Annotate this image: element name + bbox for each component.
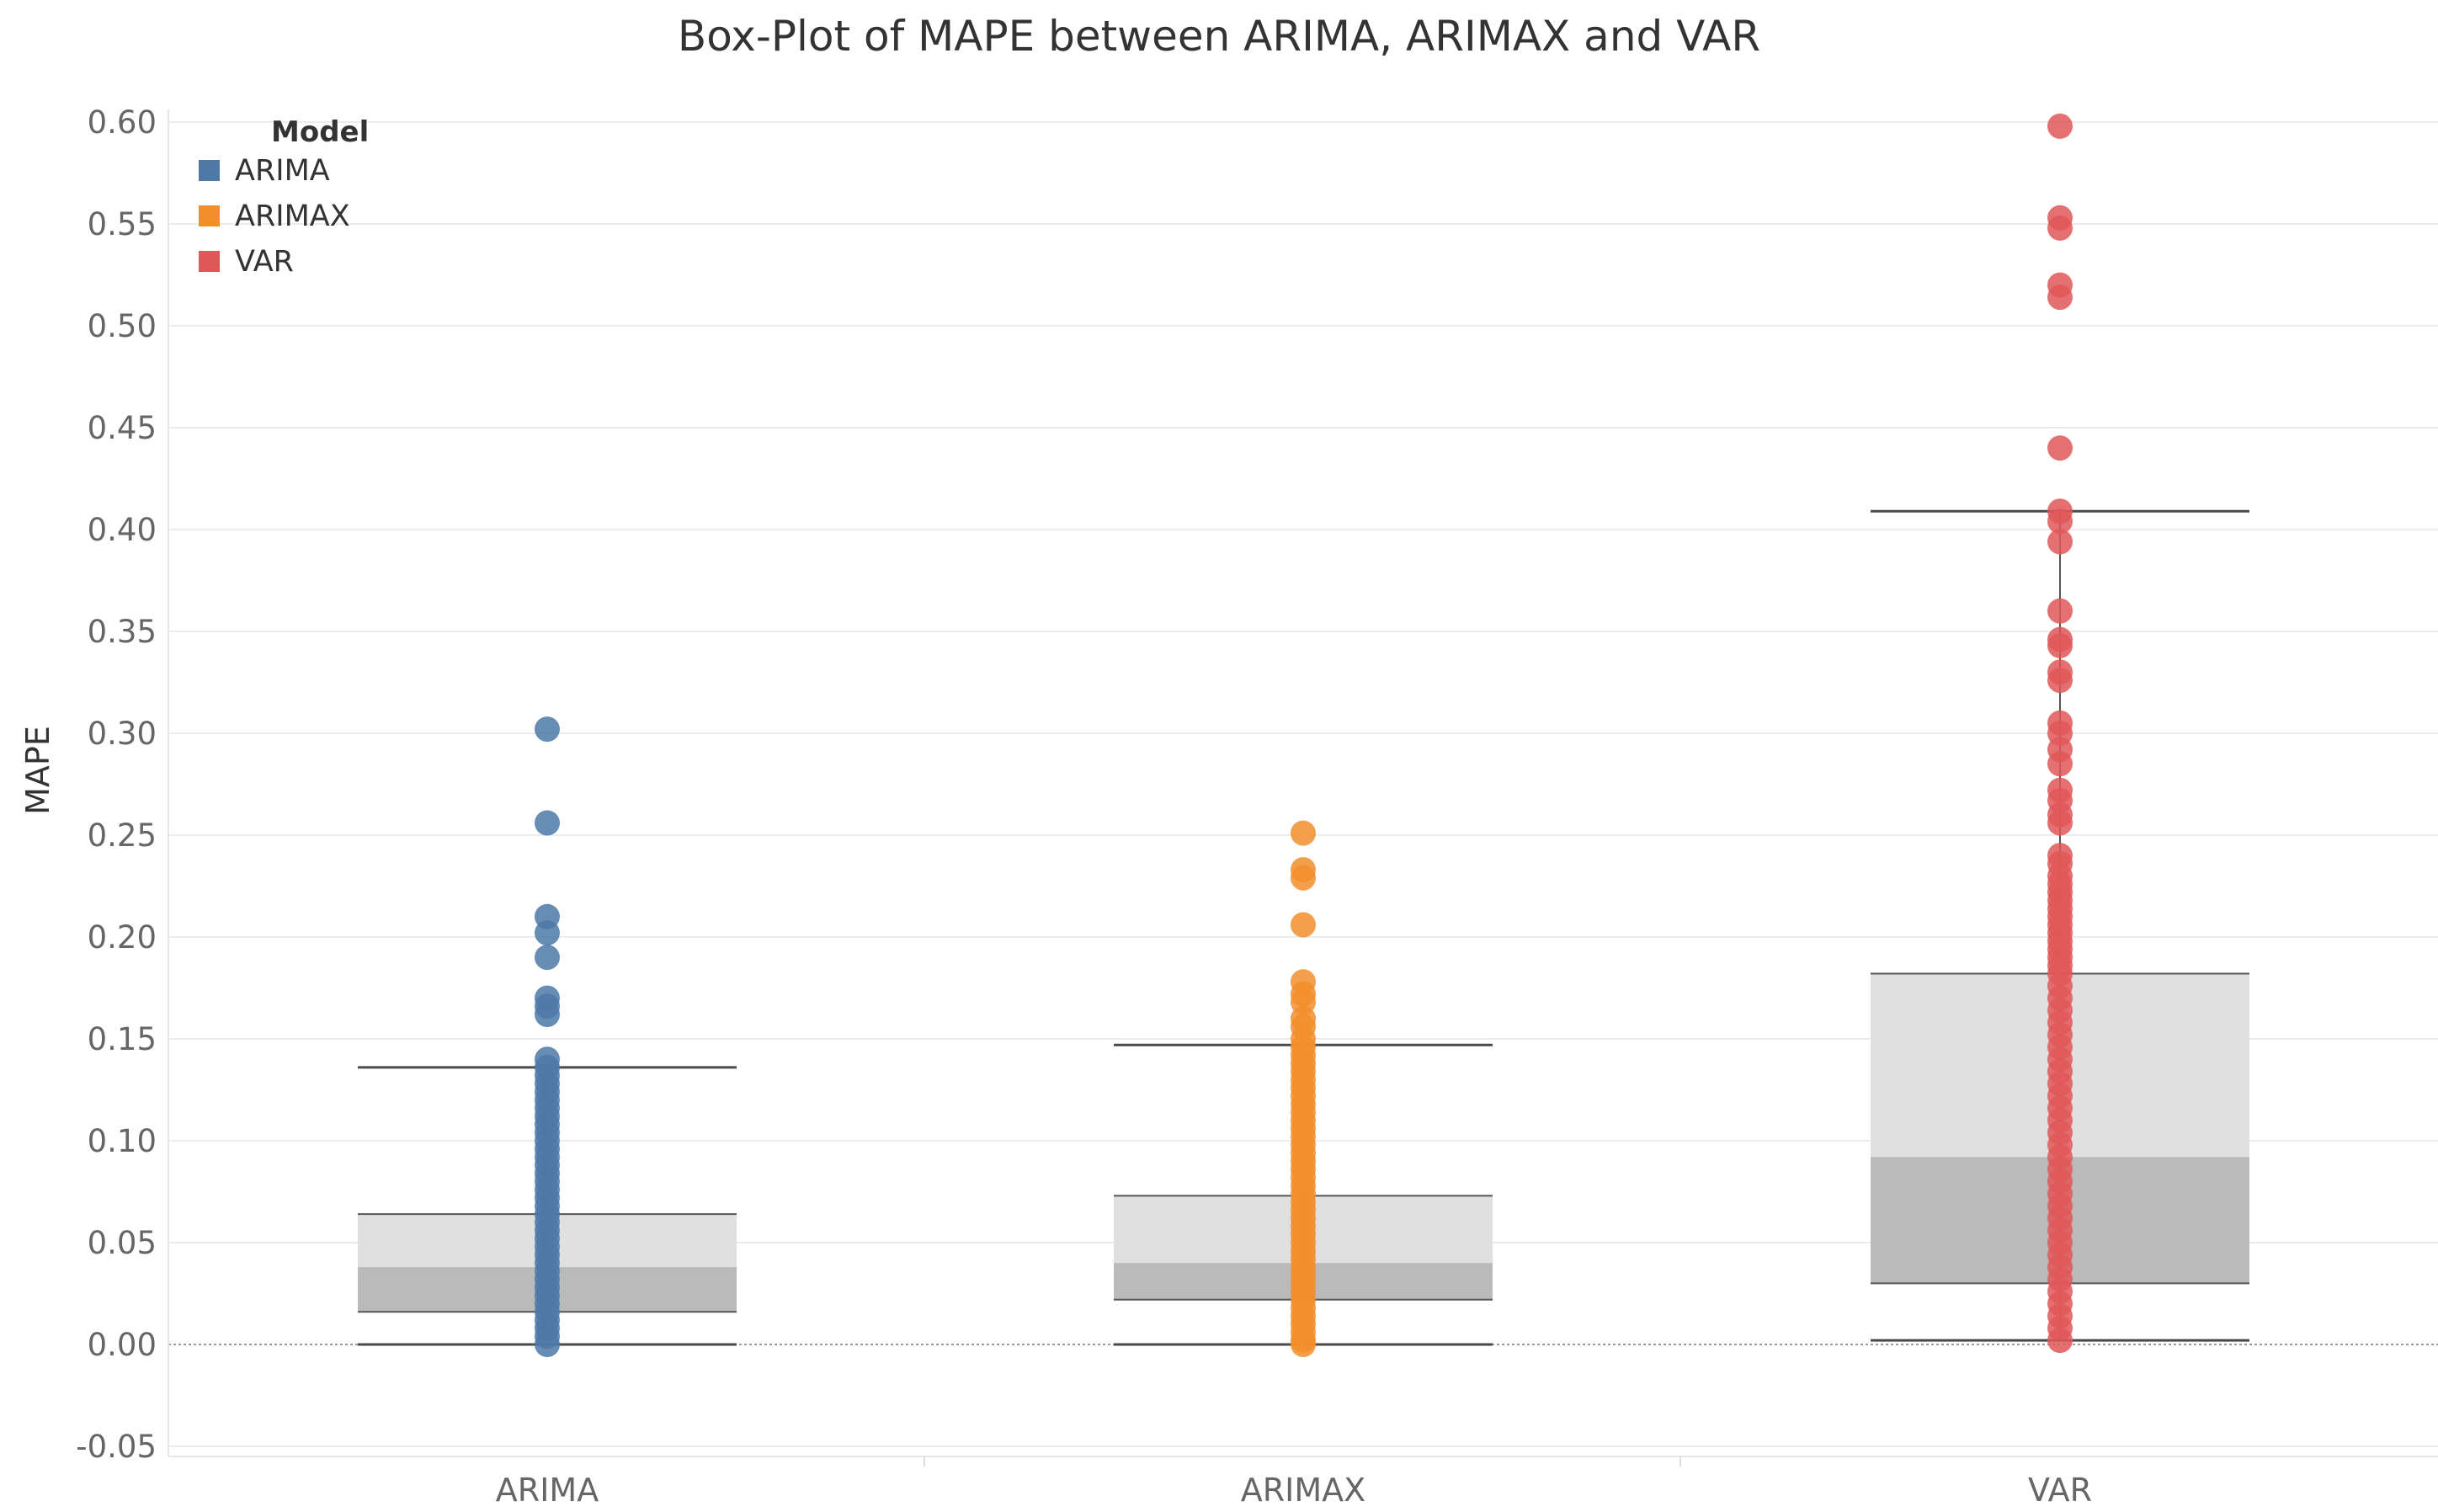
data-point	[535, 810, 560, 836]
legend-label: VAR	[235, 245, 294, 279]
y-tick-label: 0.60	[88, 104, 157, 141]
x-axis: ARIMA ARIMAX VAR	[496, 1472, 2092, 1509]
data-point	[535, 920, 560, 946]
x-category-label: ARIMAX	[1241, 1472, 1365, 1509]
y-tick-label: 0.30	[88, 716, 157, 752]
points-var	[2047, 113, 2073, 1354]
y-axis-title: MAPE	[19, 726, 56, 815]
data-point	[2047, 113, 2073, 139]
data-point	[2047, 435, 2073, 461]
y-tick-label: 0.20	[88, 919, 157, 956]
data-point	[535, 945, 560, 971]
y-tick-label: 0.35	[88, 614, 157, 650]
y-tick-label: 0.40	[88, 512, 157, 548]
legend-label: ARIMA	[235, 154, 330, 188]
y-tick-label: 0.50	[88, 308, 157, 344]
data-point	[2047, 529, 2073, 555]
y-tick-label: 0.00	[88, 1327, 157, 1363]
legend: Model ARIMA ARIMAX VAR	[199, 115, 369, 279]
legend-label: ARIMAX	[235, 200, 350, 233]
y-tick-label: 0.10	[88, 1123, 157, 1159]
y-tick-label: -0.05	[76, 1429, 157, 1465]
x-category-label: VAR	[2028, 1472, 2092, 1509]
legend-swatch	[199, 251, 220, 272]
data-point	[535, 1332, 560, 1357]
data-point	[2047, 668, 2073, 694]
y-tick-label: 0.15	[88, 1021, 157, 1057]
points-arimax	[1291, 820, 1316, 1357]
y-tick-label: 0.45	[88, 410, 157, 446]
y-tick-label: 0.25	[88, 817, 157, 854]
data-point	[1291, 1332, 1316, 1357]
y-axis: 0.60 0.55 0.50 0.45 0.40 0.35 0.30 0.25 0.20 0.15…	[76, 104, 2438, 1467]
data-point	[2047, 598, 2073, 624]
data-point	[535, 716, 560, 743]
chart-title: Box-Plot of MAPE between ARIMA, ARIMAX a…	[677, 12, 1761, 61]
data-point	[2047, 1328, 2073, 1354]
y-tick-label: 0.55	[88, 206, 157, 242]
data-point	[2047, 632, 2073, 658]
y-tick-label: 0.05	[88, 1225, 157, 1261]
data-point	[535, 1001, 560, 1027]
data-point	[1291, 820, 1316, 846]
data-point	[2047, 215, 2073, 241]
legend-swatch	[199, 160, 220, 181]
data-point	[1291, 912, 1316, 938]
x-category-label: ARIMA	[496, 1472, 599, 1509]
data-point	[2047, 508, 2073, 535]
point-layer	[535, 113, 2073, 1357]
data-point	[1291, 865, 1316, 891]
data-point	[2047, 285, 2073, 311]
legend-title: Model	[271, 115, 369, 149]
legend-swatch	[199, 205, 220, 226]
data-point	[2047, 810, 2073, 836]
data-point	[2047, 751, 2073, 777]
points-arima	[535, 716, 560, 1357]
